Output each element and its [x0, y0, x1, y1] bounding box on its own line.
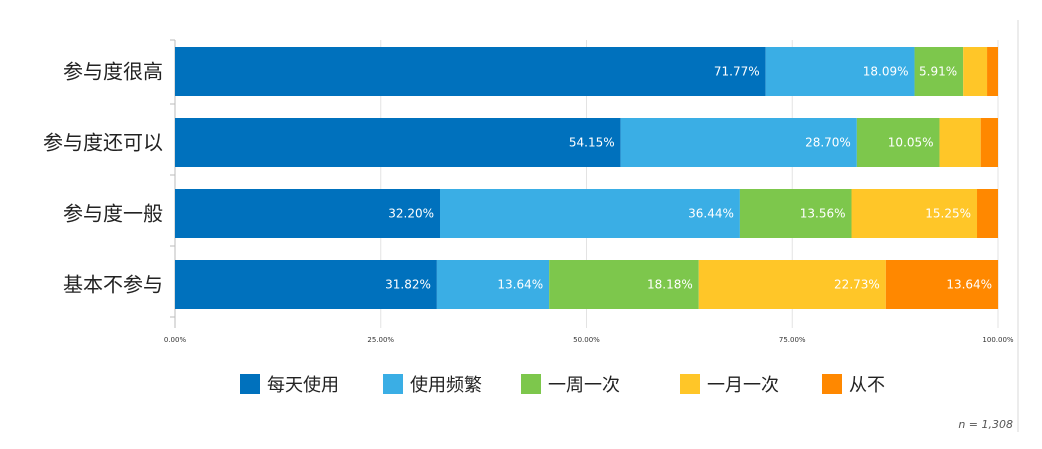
data-label: 13.56%	[800, 207, 846, 221]
legend-label: 每天使用	[267, 375, 339, 396]
legend-swatch	[680, 374, 700, 394]
bar-segment	[765, 47, 915, 96]
category-label: 参与度很高	[63, 60, 163, 84]
data-label: 18.18%	[647, 278, 693, 292]
bar-segment	[914, 47, 964, 96]
bar-segment	[987, 47, 998, 96]
data-label: 71.77%	[714, 65, 760, 79]
legend: 每天使用 使用频繁 一周一次 一月一次 从不	[240, 374, 885, 396]
legend-label: 从不	[849, 375, 885, 396]
bar-segment	[549, 260, 699, 309]
legend-swatch	[383, 374, 403, 394]
category-label: 参与度一般	[63, 202, 163, 226]
data-label: 36.44%	[688, 207, 734, 221]
data-label: 18.09%	[863, 65, 909, 79]
data-label: 28.70%	[805, 136, 851, 150]
bar-segment	[885, 260, 999, 309]
data-label: 22.73%	[834, 278, 880, 292]
legend-label: 一周一次	[548, 375, 620, 396]
bar-segment	[856, 118, 940, 167]
x-tick-label: 50.00%	[573, 336, 600, 344]
bar-segment	[175, 260, 437, 309]
data-label: 15.25%	[925, 207, 971, 221]
x-tick-label: 75.00%	[779, 336, 806, 344]
x-tick-labels: 0.00% 25.00% 50.00% 75.00% 100.00%	[164, 336, 1014, 344]
bar-segment	[980, 118, 998, 167]
data-label: 54.15%	[569, 136, 615, 150]
bar-segment	[939, 118, 981, 167]
bar-segment	[620, 118, 857, 167]
legend-swatch	[822, 374, 842, 394]
data-label: 31.82%	[385, 278, 431, 292]
bar-segment	[175, 118, 621, 167]
bars: 71.77% 18.09% 5.91% 54.15% 28.70% 10.05% 32.20…	[175, 47, 999, 309]
category-label: 基本不参与	[63, 273, 163, 297]
data-label: 13.64%	[946, 278, 992, 292]
bar-segment	[963, 47, 988, 96]
bar-segment	[175, 47, 766, 96]
bar-segment	[175, 189, 441, 238]
bar-segment	[436, 260, 550, 309]
legend-label: 一月一次	[707, 375, 779, 396]
data-label: 32.20%	[388, 207, 434, 221]
data-label: 10.05%	[888, 136, 934, 150]
legend-swatch	[240, 374, 260, 394]
legend-swatch	[521, 374, 541, 394]
x-tick-label: 25.00%	[367, 336, 394, 344]
x-tick-label: 0.00%	[164, 336, 187, 344]
data-label: 13.64%	[497, 278, 543, 292]
bar-segment	[977, 189, 998, 238]
sample-size-note: n = 1,308	[958, 418, 1013, 431]
bar-segment	[851, 189, 978, 238]
x-tick-label: 100.00%	[982, 336, 1013, 344]
category-ticks	[170, 39, 175, 318]
legend-label: 使用频繁	[410, 375, 482, 396]
bar-segment	[698, 260, 886, 309]
bar-segment	[739, 189, 852, 238]
bar-segment	[440, 189, 740, 238]
data-label: 5.91%	[919, 65, 957, 79]
category-label: 参与度还可以	[43, 131, 163, 155]
